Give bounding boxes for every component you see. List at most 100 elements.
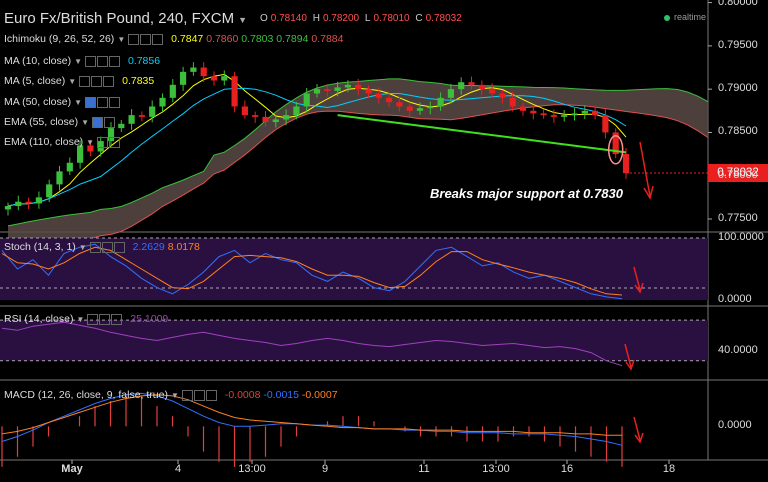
legend-ema55[interactable]: EMA (55, close) ▼ — [4, 116, 116, 128]
price-tick-label: 0.79500 — [718, 38, 758, 51]
stoch-arrow-head — [634, 282, 644, 294]
chevron-down-icon[interactable]: ▼ — [170, 391, 179, 400]
stoch-d-value: 8.0178 — [167, 241, 200, 253]
candle-body — [406, 106, 413, 111]
chevron-down-icon[interactable]: ▼ — [78, 243, 87, 252]
time-tick-label: 16 — [560, 463, 574, 475]
candle-body — [509, 97, 516, 107]
eye-icon[interactable] — [79, 75, 91, 87]
price-tick-label: 0.77500 — [718, 212, 758, 224]
chart-title-row[interactable]: Euro Fx/British Pound, 240, FXCM ▼ — [4, 10, 247, 27]
candle-body — [478, 84, 485, 90]
ohlc-close-value: 0.78032 — [425, 13, 462, 24]
chevron-down-icon[interactable]: ▼ — [117, 35, 126, 44]
gear-icon[interactable] — [109, 136, 121, 148]
candle-body — [592, 110, 599, 116]
candle-body — [190, 67, 197, 72]
chevron-down-icon[interactable]: ▼ — [81, 118, 90, 127]
chevron-down-icon[interactable]: ▼ — [68, 77, 77, 86]
close-icon[interactable] — [113, 241, 125, 253]
legend-ma10[interactable]: MA (10, close) ▼ 0.7856 — [4, 55, 160, 67]
rsi-band — [0, 320, 708, 361]
chevron-down-icon[interactable]: ▼ — [74, 98, 83, 107]
ohlc-low-label: L — [364, 13, 371, 24]
close-icon[interactable] — [111, 313, 123, 325]
candle-body — [56, 171, 63, 185]
close-icon[interactable] — [109, 96, 121, 108]
candle-body — [35, 197, 42, 204]
rsi-line — [1, 321, 623, 367]
eye-icon[interactable] — [89, 241, 101, 253]
eye-icon[interactable] — [85, 96, 97, 108]
close-icon[interactable] — [152, 33, 164, 45]
candle-body — [622, 154, 630, 174]
ohlc-low-value: 0.78010 — [373, 13, 410, 24]
close-icon[interactable] — [109, 55, 121, 67]
eye-icon[interactable] — [92, 116, 104, 128]
chevron-down-icon[interactable]: ▼ — [86, 138, 95, 147]
ichimoku-label: Ichimoku (9, 26, 52, 26) — [4, 33, 115, 45]
candle-body — [416, 108, 424, 111]
eye-icon[interactable] — [128, 33, 140, 45]
candle-body — [46, 184, 53, 198]
eye-icon[interactable] — [97, 136, 109, 148]
candle-body — [77, 145, 84, 163]
candle-body — [231, 76, 238, 107]
legend-ma50[interactable]: MA (50, close) ▼ — [4, 96, 121, 108]
legend-ichimoku[interactable]: Ichimoku (9, 26, 52, 26) ▼ 0.7847 0.7860 … — [4, 33, 343, 45]
eye-icon[interactable] — [181, 389, 193, 401]
candle-body — [530, 110, 537, 114]
candle-body — [334, 87, 341, 91]
stoch-label: Stoch (14, 3, 1) — [4, 241, 76, 253]
chevron-down-icon[interactable]: ▼ — [76, 315, 85, 324]
gear-icon[interactable] — [101, 241, 113, 253]
close-icon[interactable] — [103, 75, 115, 87]
ichimoku-value-3: 0.7803 — [241, 33, 274, 45]
candle-body — [344, 84, 351, 88]
macd-hist-value: -0.0008 — [224, 389, 261, 401]
rsi-tick-label: 40.0000 — [718, 343, 758, 356]
gear-icon[interactable] — [193, 389, 205, 401]
candle-body — [489, 89, 496, 94]
legend-rsi[interactable]: RSI (14, close) ▼ 25.1009 — [4, 313, 168, 325]
chevron-down-icon[interactable]: ▼ — [74, 57, 83, 66]
rsi-arrow-head — [625, 359, 635, 371]
candle-body — [210, 76, 218, 81]
legend-ma5[interactable]: MA (5, close) ▼ 0.7835 — [4, 75, 154, 87]
eye-icon[interactable] — [85, 55, 97, 67]
gear-icon[interactable] — [104, 116, 116, 128]
macd-line-value: -0.0015 — [263, 389, 299, 401]
candle-body — [169, 84, 176, 98]
gear-icon[interactable] — [97, 55, 109, 67]
candle-body — [283, 115, 290, 120]
candle-body — [149, 106, 156, 117]
legend-stoch[interactable]: Stoch (14, 3, 1) ▼ 2.2629 8.0178 — [4, 241, 200, 253]
candle-body — [437, 97, 444, 107]
candle-body — [15, 201, 22, 207]
gear-icon[interactable] — [91, 75, 103, 87]
ema55-label: EMA (55, close) — [4, 116, 79, 128]
candle-body — [262, 116, 269, 123]
macd-arrow-head — [634, 432, 644, 444]
time-tick-label: 11 — [418, 463, 430, 475]
candle-body — [324, 89, 331, 91]
candle-body — [499, 93, 506, 98]
macd-arrow-shaft — [633, 416, 641, 441]
legend-macd[interactable]: MACD (12, 26, close, 9, false, true) ▼ -0… — [4, 389, 338, 401]
candle-body — [118, 123, 125, 129]
current-price-badge: 0.78032 — [708, 163, 768, 182]
gear-icon[interactable] — [97, 96, 109, 108]
time-tick-label: 13:00 — [482, 463, 510, 475]
legend-ema110[interactable]: EMA (110, close) ▼ — [4, 136, 121, 148]
candle-body — [200, 67, 207, 77]
eye-icon[interactable] — [87, 313, 99, 325]
rsi-value: 25.1009 — [130, 313, 169, 325]
close-icon[interactable] — [205, 389, 217, 401]
candle-body — [97, 141, 104, 152]
gear-icon[interactable] — [99, 313, 111, 325]
candle-body — [272, 119, 279, 123]
chevron-down-icon[interactable]: ▼ — [238, 15, 248, 25]
ohlc-readout: O 0.78140 H 0.78200 L 0.78010 C 0.78032 — [260, 13, 465, 24]
gear-icon[interactable] — [140, 33, 152, 45]
